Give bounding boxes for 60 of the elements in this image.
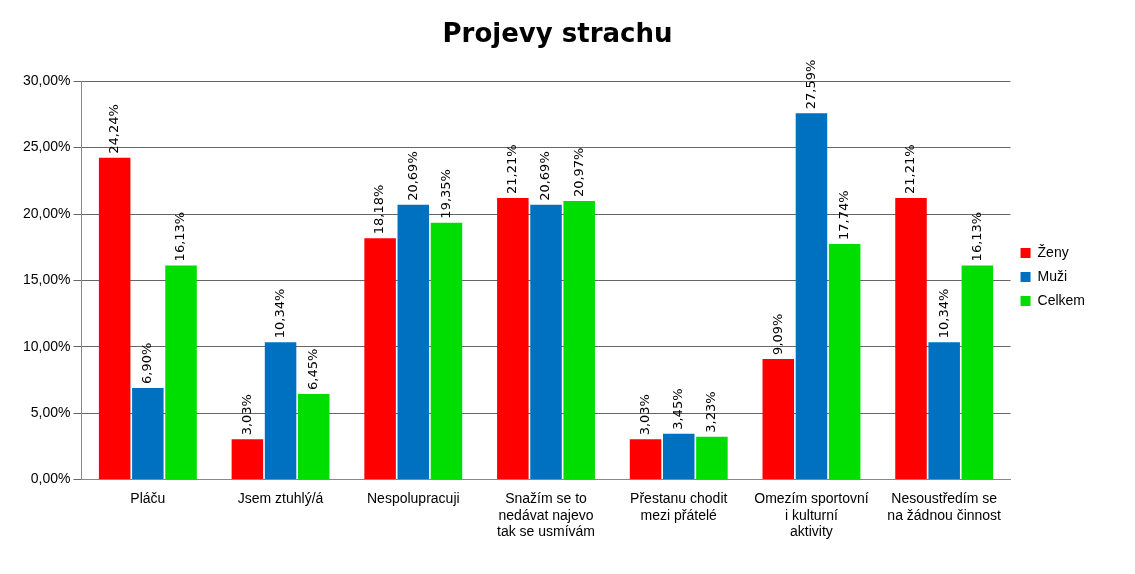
x-tick-label: Nesoustředím se na žádnou činnost (887, 489, 1002, 523)
bar (165, 265, 197, 480)
data-label: 18,18% (371, 184, 387, 235)
data-label: 17,74% (836, 190, 852, 241)
y-tick-label: 25,00% (23, 138, 71, 155)
legend-label: Muži (1037, 267, 1068, 284)
bar (895, 197, 927, 480)
bar (795, 113, 828, 480)
data-label: 10,34% (271, 288, 287, 339)
y-tick-label: 30,00% (23, 72, 71, 89)
data-label: 6,45% (305, 348, 321, 390)
bar (297, 393, 330, 480)
data-label: 20,97% (570, 147, 586, 198)
y-tick-label: 20,00% (23, 204, 71, 221)
x-tick-label: Přestanu chodit mezi přátelé (630, 489, 728, 523)
data-label: 20,69% (404, 151, 420, 201)
x-tick-label: Snažím se to nedávat najevo tak se usmívám (497, 489, 596, 540)
bar (364, 238, 396, 480)
bar (264, 342, 297, 480)
bar (961, 265, 994, 480)
bar (762, 358, 795, 480)
data-label: 20,69% (537, 151, 553, 201)
bar (696, 436, 728, 480)
bar (662, 433, 695, 480)
y-tick-label: 10,00% (23, 337, 71, 354)
data-label: 3,03% (636, 394, 652, 436)
data-label: 21,21% (902, 144, 918, 194)
bar (132, 387, 164, 480)
bar (430, 222, 463, 480)
y-tick-label: 15,00% (23, 271, 71, 288)
bar (928, 342, 960, 480)
data-label: 19,35% (437, 169, 453, 219)
bar (98, 157, 131, 480)
legend-label: Celkem (1037, 291, 1086, 308)
bar (530, 204, 562, 480)
data-label: 6,90% (139, 342, 155, 384)
bar (828, 244, 861, 480)
legend-label: Ženy (1037, 243, 1069, 260)
data-label: 3,45% (670, 388, 686, 430)
data-label: 16,13% (172, 211, 188, 262)
data-label: 27,59% (802, 59, 818, 110)
x-tick-label: Omezím sportovní i kulturní aktivity (754, 489, 869, 540)
data-label: 24,24% (106, 104, 122, 154)
data-label: 9,09% (769, 313, 785, 355)
x-tick-label: Jsem ztuhlý/á (237, 489, 324, 506)
y-tick-label: 5,00% (30, 404, 71, 421)
data-label: 10,34% (935, 288, 951, 339)
data-label: 21,21% (504, 144, 520, 194)
bar (629, 439, 662, 480)
chart-title: Projevy strachu (442, 18, 673, 49)
x-tick-label: Nespolupracuji (366, 489, 460, 506)
bar (231, 439, 264, 480)
bar (497, 197, 529, 480)
bar (563, 201, 595, 480)
data-label: 3,03% (238, 394, 254, 436)
data-label: 3,23% (703, 391, 719, 433)
bar (397, 204, 430, 480)
x-tick-label: Pláču (130, 489, 166, 506)
y-tick-label: 0,00% (30, 470, 71, 487)
data-label: 16,13% (968, 211, 984, 262)
